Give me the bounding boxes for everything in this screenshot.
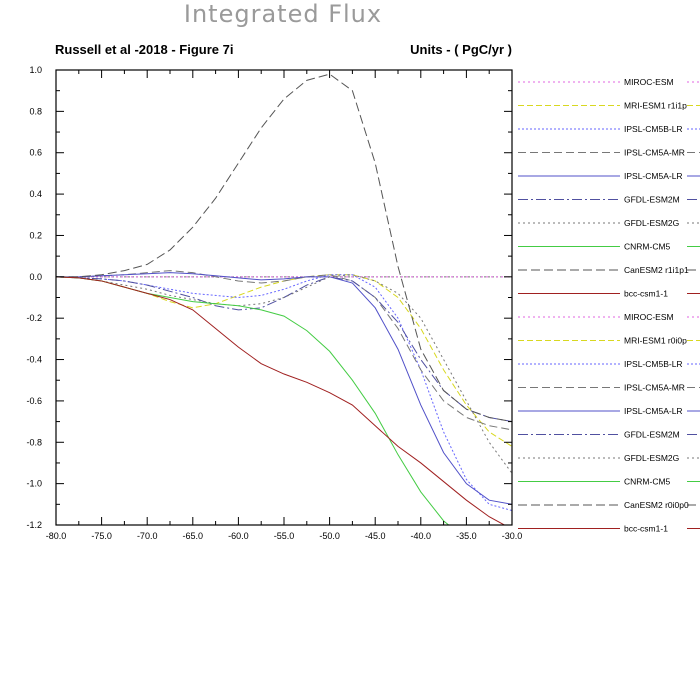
legend-label-bg <box>622 169 685 181</box>
legend-label-bg <box>622 75 685 87</box>
x-tick-label: -40.0 <box>411 531 432 541</box>
legend-label: bcc-csm1-1 <box>624 524 668 534</box>
y-tick-label: -0.8 <box>26 437 42 447</box>
legend-item: IPSL-CM5A-MR <box>518 145 700 158</box>
legend-item: MRI-ESM1 r1i1p <box>518 98 700 111</box>
legend-label: CanESM2 r0i0p0 <box>624 500 689 510</box>
y-tick-label: -0.4 <box>26 355 42 365</box>
legend-label: IPSL-CM5A-LR <box>624 406 683 416</box>
legend-item: IPSL-CM5A-LR <box>518 404 700 416</box>
x-tick-label: -75.0 <box>91 531 112 541</box>
legend-item: IPSL-CM5B-LR <box>518 357 700 369</box>
series-line-8 <box>56 73 512 423</box>
y-tick-label: 0.6 <box>29 148 42 158</box>
legend-item: IPSL-CM5B-LR <box>518 122 700 134</box>
y-tick-label: -0.6 <box>26 396 42 406</box>
legend-label: GFDL-ESM2M <box>624 195 680 205</box>
legend-label-bg <box>622 98 685 111</box>
series-line-3 <box>56 270 512 431</box>
legend-label-bg <box>622 357 685 369</box>
legend-item: GFDL-ESM2G <box>518 216 700 228</box>
legend-label-bg <box>622 192 685 205</box>
series-line-2 <box>56 274 512 512</box>
x-tick-label: -65.0 <box>183 531 204 541</box>
legend-label: IPSL-CM5A-MR <box>624 148 685 158</box>
legend-item: GFDL-ESM2M <box>518 192 700 205</box>
chart-left-string: Russell et al -2018 - Figure 7i <box>55 42 233 57</box>
legend-item: GFDL-ESM2G <box>518 451 700 463</box>
legend-label-bg <box>622 286 685 299</box>
y-tick-label: 0.4 <box>29 189 42 199</box>
y-tick-label: 0.8 <box>29 106 42 116</box>
x-tick-label: -50.0 <box>319 531 340 541</box>
legend-item: CNRM-CM5 <box>518 474 700 487</box>
x-tick-label: -60.0 <box>228 531 249 541</box>
series-line-9 <box>56 276 506 525</box>
legend-label-bg <box>622 310 685 322</box>
y-tick-label: -1.0 <box>26 479 42 489</box>
legend-item: MRI-ESM1 r0i0p <box>518 333 700 346</box>
legend-label-bg <box>622 521 685 534</box>
legend-label-bg <box>622 216 685 228</box>
legend-item: bcc-csm1-1 <box>518 521 700 534</box>
legend-item: IPSL-CM5A-MR <box>518 380 700 393</box>
legend-label-bg <box>622 333 685 346</box>
legend-label-bg <box>622 380 685 393</box>
legend-item: MIROC-ESM <box>518 310 700 322</box>
series-line-6 <box>56 274 512 474</box>
x-tick-label: -30.0 <box>502 531 523 541</box>
legend-label: GFDL-ESM2M <box>624 430 680 440</box>
chart-title: Integrated Flux <box>184 0 382 28</box>
legend-label: MRI-ESM1 r1i1p <box>624 101 687 111</box>
series-line-7 <box>56 276 450 525</box>
y-tick-label: -0.2 <box>26 313 42 323</box>
x-tick-label: -80.0 <box>46 531 67 541</box>
legend-label: GFDL-ESM2G <box>624 453 679 463</box>
legend-label: IPSL-CM5B-LR <box>624 124 683 134</box>
y-tick-label: -1.2 <box>26 520 42 530</box>
legend-label-bg <box>622 263 685 275</box>
legend-label: CNRM-CM5 <box>624 242 671 252</box>
legend-label: IPSL-CM5B-LR <box>624 359 683 369</box>
y-tick-label: 0.0 <box>29 272 42 282</box>
legend-item: IPSL-CM5A-LR <box>518 169 700 181</box>
legend-label: MRI-ESM1 r0i0p <box>624 336 687 346</box>
legend-label: IPSL-CM5A-MR <box>624 383 685 393</box>
series-group <box>56 73 512 525</box>
x-tick-label: -35.0 <box>456 531 477 541</box>
legend-label: MIROC-ESM <box>624 77 674 87</box>
legend-label-bg <box>622 451 685 463</box>
y-tick-label: 0.2 <box>29 230 42 240</box>
legend-label-bg <box>622 427 685 440</box>
x-tick-label: -55.0 <box>274 531 295 541</box>
legend-item: CNRM-CM5 <box>518 239 700 252</box>
legend-item: CanESM2 r1i1p1 <box>518 263 700 275</box>
legend-label-bg <box>622 498 685 510</box>
x-tick-label: -45.0 <box>365 531 386 541</box>
legend-label: IPSL-CM5A-LR <box>624 171 683 181</box>
legend-item: GFDL-ESM2M <box>518 427 700 440</box>
legend-label-bg <box>622 122 685 134</box>
legend-label-bg <box>622 404 685 416</box>
legend-item: MIROC-ESM <box>518 75 700 87</box>
x-tick-label: -70.0 <box>137 531 158 541</box>
legend-label: MIROC-ESM <box>624 312 674 322</box>
legend-label-bg <box>622 239 685 252</box>
legend-label: CNRM-CM5 <box>624 477 671 487</box>
legend-item: bcc-csm1-1 <box>518 286 700 299</box>
series-line-5 <box>56 276 512 423</box>
y-tick-label: 1.0 <box>29 65 42 75</box>
legend-label: bcc-csm1-1 <box>624 289 668 299</box>
legend-label: CanESM2 r1i1p1 <box>624 265 689 275</box>
series-line-4 <box>56 272 512 505</box>
legend-label: GFDL-ESM2G <box>624 218 679 228</box>
legend-label-bg <box>622 474 685 487</box>
plot-area: -80.0 -75.0 -70.0 -65.0 -60.0 -55.0 -50.0 -45.0… <box>26 65 523 541</box>
chart-right-string: Units - ( PgC/yr ) <box>410 42 512 57</box>
legend-label-bg <box>622 145 685 158</box>
legend: MIROC-ESM MRI-ESM1 r1i1p IPSL-CM5B-LR IPSL-… <box>518 75 700 534</box>
legend-item: CanESM2 r0i0p0 <box>518 498 700 510</box>
